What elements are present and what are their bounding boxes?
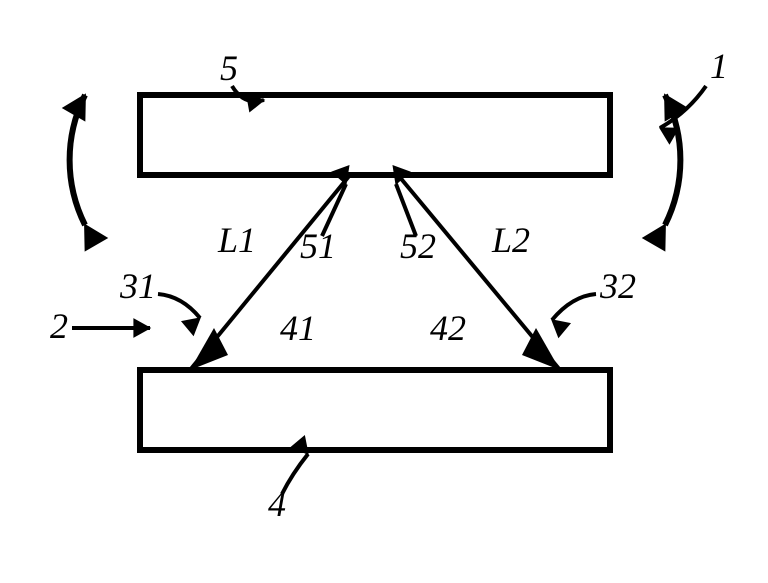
label-2: 2 [50, 306, 68, 346]
label-31: 31 [119, 266, 156, 306]
label-41: 41 [280, 308, 316, 348]
label-32: 32 [599, 266, 636, 306]
label-4: 4 [268, 484, 286, 524]
block-top [140, 95, 610, 175]
label-1: 1 [710, 46, 728, 86]
label-52: 52 [400, 226, 436, 266]
label-L1: L1 [217, 220, 256, 260]
block-bottom [140, 370, 610, 450]
label-5: 5 [220, 48, 238, 88]
label-51: 51 [300, 226, 336, 266]
background [0, 0, 768, 583]
label-42: 42 [430, 308, 466, 348]
diagram-canvas: 515152L1L23132414224 [0, 0, 768, 583]
label-L2: L2 [491, 220, 530, 260]
